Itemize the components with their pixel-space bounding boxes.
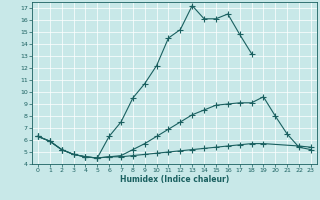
X-axis label: Humidex (Indice chaleur): Humidex (Indice chaleur) [120,175,229,184]
